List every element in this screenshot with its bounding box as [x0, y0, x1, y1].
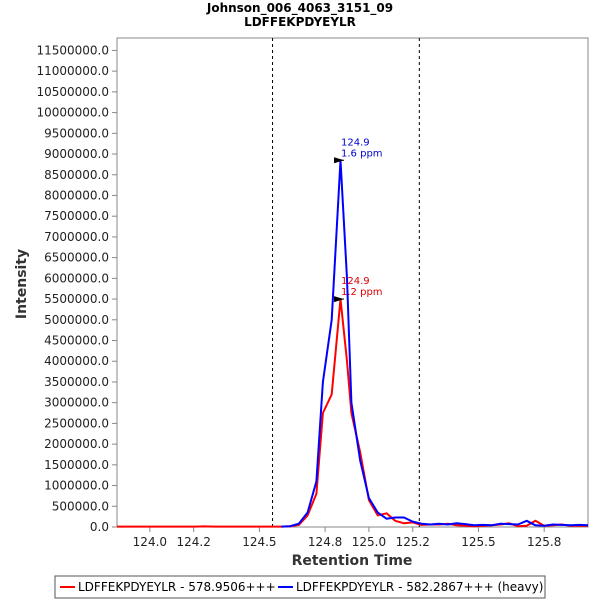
y-axis-label: Intensity	[14, 249, 30, 319]
peak-label-ppm: 1.6 ppm	[341, 148, 383, 159]
x-axis-ticks: 124.0 124.2 124.5 124.8 125.0 125.2 125.5 125.8	[133, 527, 561, 549]
peak-label-rt: 124.9	[341, 276, 370, 287]
y-tick-label: 9000000.0	[44, 147, 109, 161]
y-tick-label: 5000000.0	[44, 313, 109, 327]
y-tick-label: 10000000.0	[36, 106, 109, 120]
legend: LDFFEKPDYEYLR - 578.9506+++ LDFFEKPDYEYL…	[54, 575, 546, 599]
y-tick-label: 0.0	[90, 520, 109, 534]
y-tick-label: 5500000.0	[44, 292, 109, 306]
y-tick-label: 6500000.0	[44, 251, 109, 265]
y-tick-label: 11500000.0	[36, 43, 109, 57]
x-tick-label: 124.5	[242, 535, 276, 549]
x-tick-label: 124.8	[308, 535, 342, 549]
plot-area	[116, 37, 589, 528]
y-tick-label: 9500000.0	[44, 126, 109, 140]
y-tick-label: 2500000.0	[44, 416, 109, 430]
y-tick-label: 1500000.0	[44, 458, 109, 472]
x-axis-label: Retention Time	[292, 553, 413, 569]
series-layer	[117, 159, 589, 528]
y-tick-label: 8000000.0	[44, 188, 109, 202]
y-tick-label: 3000000.0	[44, 396, 109, 410]
x-tick-label: 125.0	[352, 535, 386, 549]
y-tick-label: 500000.0	[52, 499, 109, 513]
chart-subtitle: LDFFEKPDYEYLR	[244, 15, 356, 29]
y-tick-label: 8500000.0	[44, 168, 109, 182]
y-tick-label: 11000000.0	[36, 64, 109, 78]
y-tick-label: 7500000.0	[44, 209, 109, 223]
y-tick-label: 6000000.0	[44, 271, 109, 285]
y-tick-label: 10500000.0	[36, 85, 109, 99]
y-tick-label: 2000000.0	[44, 437, 109, 451]
series-line-heavy	[281, 159, 589, 528]
peak-label-rt: 124.9	[341, 137, 370, 148]
y-tick-label: 7000000.0	[44, 230, 109, 244]
x-tick-label: 125.2	[396, 535, 430, 549]
series-line-light	[117, 298, 588, 528]
y-tick-label: 4500000.0	[44, 334, 109, 348]
y-tick-label: 1000000.0	[44, 479, 109, 493]
y-tick-label: 4000000.0	[44, 354, 109, 368]
x-tick-label: 124.0	[133, 535, 167, 549]
legend-label-light: LDFFEKPDYEYLR - 578.9506+++	[78, 580, 276, 594]
y-tick-label: 3500000.0	[44, 375, 109, 389]
legend-label-heavy: LDFFEKPDYEYLR - 582.2867+++ (heavy)	[296, 580, 543, 594]
x-tick-label: 125.8	[527, 535, 561, 549]
y-axis-ticks: 0.0 500000.0 1000000.0 1500000.0 2000000.0 25…	[36, 43, 117, 534]
chart-title: Johnson_006_4063_3151_09	[206, 1, 393, 16]
x-tick-label: 125.5	[461, 535, 495, 549]
peak-label-ppm: 1.2 ppm	[341, 287, 383, 298]
legend-box	[54, 575, 546, 599]
x-tick-label: 124.2	[176, 535, 210, 549]
